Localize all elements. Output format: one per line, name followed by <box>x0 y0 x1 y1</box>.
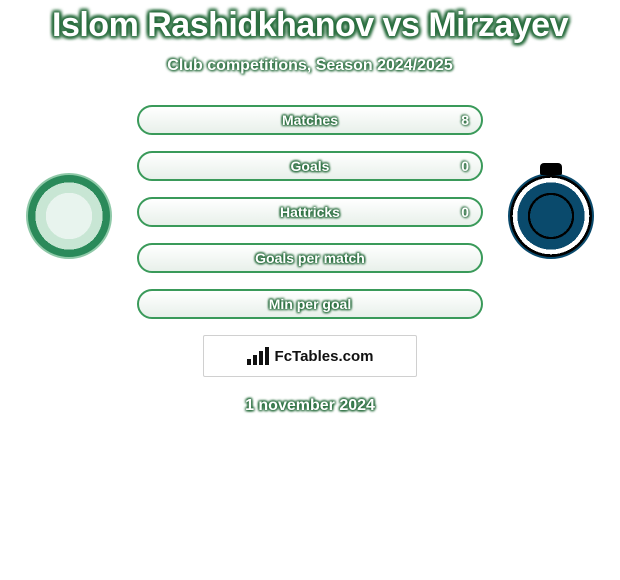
right-player-marker <box>510 123 610 141</box>
stat-row: Goals 0 <box>137 151 483 181</box>
stats-pills: Matches 8 Goals 0 Hattricks 0 Goals per … <box>137 105 483 319</box>
left-club-badge <box>26 173 112 259</box>
stat-label: Goals <box>291 158 330 174</box>
stat-value: 0 <box>461 204 469 220</box>
left-player-marker <box>10 123 110 141</box>
stat-value: 0 <box>461 158 469 174</box>
comparison-subtitle: Club competitions, Season 2024/2025 <box>0 57 620 75</box>
brand-text: FcTables.com <box>275 348 374 365</box>
stat-label: Min per goal <box>269 296 351 312</box>
brand-box[interactable]: FcTables.com <box>203 335 417 377</box>
stat-label: Goals per match <box>255 250 365 266</box>
content-area: Matches 8 Goals 0 Hattricks 0 Goals per … <box>0 105 620 415</box>
stat-row: Goals per match <box>137 243 483 273</box>
stat-label: Hattricks <box>280 204 340 220</box>
right-club-badge <box>508 173 594 259</box>
stat-row: Min per goal <box>137 289 483 319</box>
stat-value: 8 <box>461 112 469 128</box>
stat-label: Matches <box>282 112 338 128</box>
snapshot-date: 1 november 2024 <box>0 397 620 415</box>
stat-row: Matches 8 <box>137 105 483 135</box>
stat-row: Hattricks 0 <box>137 197 483 227</box>
comparison-title: Islom Rashidkhanov vs Mirzayev <box>0 0 620 45</box>
bar-chart-icon <box>247 347 271 365</box>
